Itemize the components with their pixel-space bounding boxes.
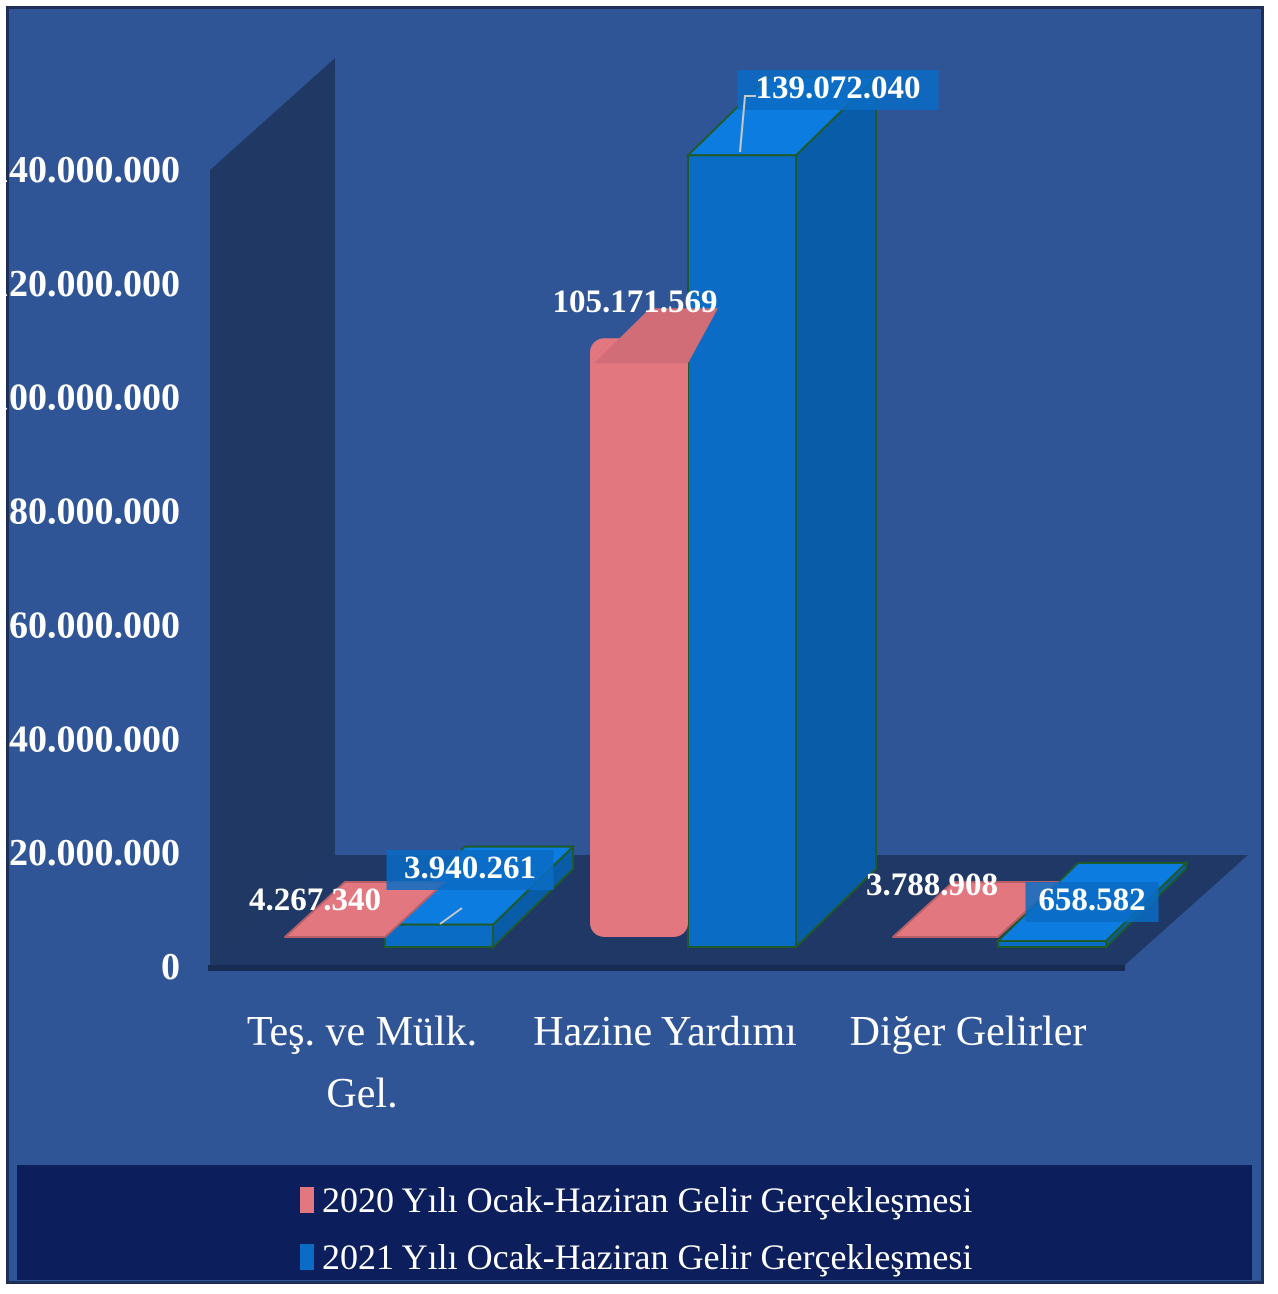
data-label-2021: 658.582: [1038, 882, 1145, 918]
category-label: Diğer Gelirler: [850, 1009, 1087, 1055]
bar-side-face: [795, 74, 877, 950]
leader-line: [739, 95, 756, 153]
data-label-2020: 3.788.908: [866, 867, 998, 903]
legend-band: [17, 1165, 1252, 1280]
y-tick-label: 140.000.000: [0, 149, 180, 191]
category-label: Hazine Yardımı: [533, 1009, 797, 1055]
category-label: Gel.: [326, 1071, 397, 1117]
data-label-bg: [737, 70, 939, 110]
y-tick-label: 60.000.000: [9, 604, 180, 646]
legend-label-2021: 2021 Yılı Ocak-Haziran Gelir Gerçekleşme…: [322, 1237, 972, 1277]
data-label-2021: 139.072.040: [756, 70, 921, 106]
bar-front-face: [687, 154, 797, 949]
data-label-2021: 3.940.261: [404, 850, 536, 886]
legend-swatch-2020: [300, 1187, 314, 1213]
y-tick-label: 120.000.000: [0, 263, 180, 305]
legend-swatch-2021: [300, 1244, 314, 1270]
category-label: Teş. ve Mülk.: [247, 1009, 477, 1055]
y-tick-label: 100.000.000: [0, 377, 180, 419]
y-tick-label: 80.000.000: [9, 491, 180, 533]
data-label-2020: 4.267.340: [249, 882, 381, 918]
leader-line: [439, 907, 463, 925]
data-label-2020: 105.171.569: [553, 284, 718, 320]
data-label-bg: [1025, 882, 1159, 922]
y-tick-label: 40.000.000: [9, 718, 180, 760]
y-tick-label: 20.000.000: [9, 832, 180, 874]
bar-2021-1: [685, 74, 879, 950]
back-wall: [210, 58, 335, 965]
bar-front-face: [997, 940, 1107, 948]
y-tick-label: 0: [161, 946, 180, 988]
bar-top-face: [594, 308, 718, 364]
floor-edge: [208, 965, 1125, 971]
bar-2020-1: [590, 308, 718, 937]
bar-front-face: [590, 338, 688, 937]
legend-label-2020: 2020 Yılı Ocak-Haziran Gelir Gerçekleşme…: [322, 1180, 972, 1220]
bar-front-face: [384, 923, 494, 949]
data-label-bg: [386, 850, 554, 890]
